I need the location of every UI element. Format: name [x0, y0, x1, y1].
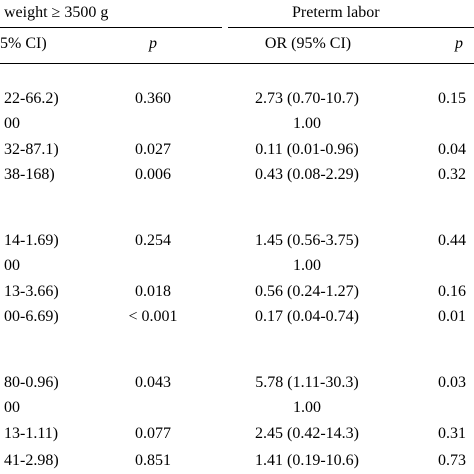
cell-or2: 0.17 (0.04-0.74) — [255, 308, 359, 325]
cell-ci1: 14-1.69) — [4, 232, 59, 249]
cell-ci1: 22-66.2) — [4, 90, 59, 107]
cell-ci1: 00 — [4, 115, 20, 132]
cell-or2: 1.00 — [293, 115, 321, 132]
cell-ci1: 38-168) — [4, 166, 55, 183]
cell-or2: 0.43 (0.08-2.29) — [255, 166, 359, 183]
cell-or2: 1.00 — [293, 257, 321, 274]
cell-or2: 1.45 (0.56-3.75) — [255, 232, 359, 249]
cell-p2: 0.03 — [438, 374, 466, 391]
cell-p2: 0.04 — [438, 141, 466, 158]
cell-or2: 0.56 (0.24-1.27) — [255, 283, 359, 300]
cell-ci1: 13-3.66) — [4, 283, 59, 300]
cell-p2: 0.15 — [438, 90, 466, 107]
cell-p1: 0.360 — [135, 90, 171, 107]
cell-ci1: 13-1.11) — [4, 425, 59, 442]
cell-or2: 1.00 — [293, 399, 321, 416]
group-title-birth-weight: weight ≥ 3500 g — [4, 4, 109, 21]
group1-spanner-rule — [0, 27, 222, 28]
cell-p1: 0.006 — [135, 166, 171, 183]
cell-p2: 0.01 — [438, 308, 466, 325]
cell-ci1: 00-6.69) — [4, 308, 59, 325]
group-title-preterm-labor: Preterm labor — [292, 4, 380, 21]
cell-p2: 0.73 — [438, 452, 466, 469]
cell-ci1: 00 — [4, 257, 20, 274]
cell-p1: 0.018 — [135, 283, 171, 300]
cell-ci1: 32-87.1) — [4, 141, 59, 158]
cell-p1: 0.043 — [135, 374, 171, 391]
cell-p1: 0.077 — [135, 425, 171, 442]
group2-spanner-rule — [228, 27, 474, 28]
cell-p2: 0.31 — [438, 425, 466, 442]
cell-ci1: 41-2.98) — [4, 452, 59, 469]
cell-p2: 0.32 — [438, 166, 466, 183]
cell-p2: 0.44 — [438, 232, 466, 249]
col-header-p2: p — [455, 35, 463, 52]
cell-or2: 2.45 (0.42-14.3) — [255, 425, 359, 442]
cell-p1: 0.254 — [135, 232, 171, 249]
col-header-ci1: 5% CI) — [0, 35, 47, 52]
cell-or2: 5.78 (1.11-30.3) — [255, 374, 359, 391]
cell-p1: 0.851 — [135, 452, 171, 469]
cell-or2: 2.73 (0.70-10.7) — [255, 90, 359, 107]
cell-or2: 1.41 (0.19-10.6) — [255, 452, 359, 469]
header-bottom-rule — [0, 63, 474, 64]
cell-ci1: 00 — [4, 399, 20, 416]
cell-p1: < 0.001 — [128, 308, 178, 325]
col-header-or2: OR (95% CI) — [264, 35, 352, 52]
cell-or2: 0.11 (0.01-0.96) — [255, 141, 359, 158]
cell-p1: 0.027 — [135, 141, 171, 158]
cell-ci1: 80-0.96) — [4, 374, 59, 391]
cell-p2: 0.16 — [438, 283, 466, 300]
col-header-p1: p — [149, 35, 157, 52]
